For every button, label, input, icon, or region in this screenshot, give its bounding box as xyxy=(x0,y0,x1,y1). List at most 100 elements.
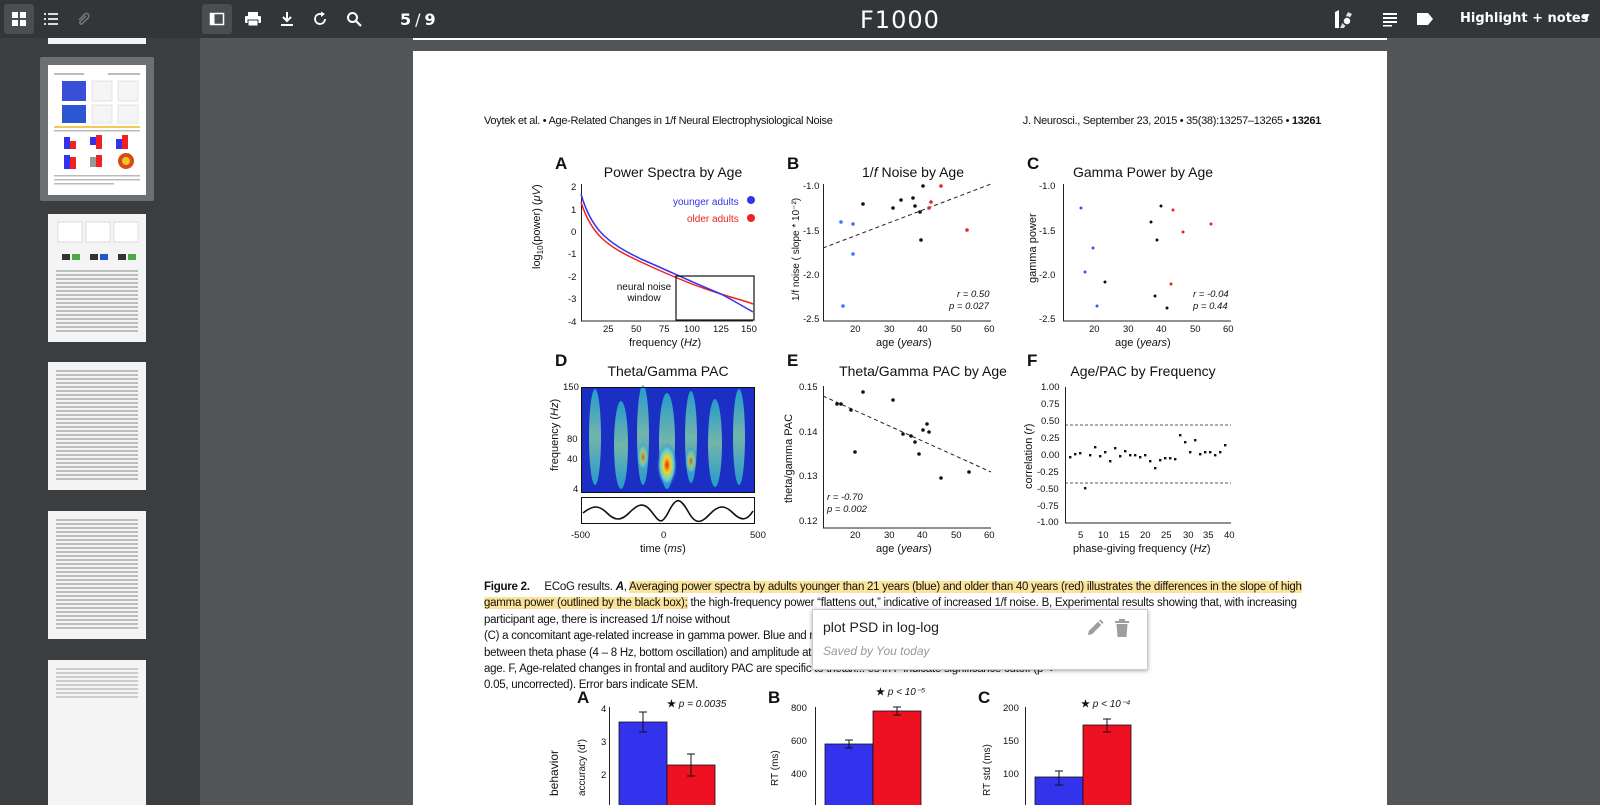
thumbnail-text-lines xyxy=(56,370,138,482)
legend-younger-adults: younger adults xyxy=(673,197,739,208)
notes-list-button[interactable] xyxy=(1375,4,1405,34)
panel-d-comodulogram xyxy=(581,385,755,524)
panel-b-xlabel: age (years) xyxy=(876,337,932,349)
search-button[interactable] xyxy=(339,4,369,34)
thumbnail-page-9[interactable] xyxy=(48,660,146,805)
panel-c-letter: C xyxy=(1027,154,1040,173)
panel-e-xtick: 50 xyxy=(951,530,962,541)
thumbnail-page-4[interactable] xyxy=(48,38,146,44)
fig3-panel-b-bars xyxy=(815,706,922,805)
panel-f-xtick: 5 xyxy=(1078,530,1084,541)
panel-f-plot xyxy=(1065,387,1231,524)
panel-a-xtick: 150 xyxy=(741,324,757,335)
note-popup[interactable]: plot PSD in log-log Saved by You today xyxy=(812,609,1148,670)
delete-note-button[interactable] xyxy=(1113,618,1131,643)
list-view-button[interactable] xyxy=(36,4,66,34)
notes-list-icon xyxy=(1383,13,1397,27)
panel-a-xtick: 50 xyxy=(631,324,642,335)
panel-a-ytick: -4 xyxy=(568,317,577,328)
attachment-button[interactable] xyxy=(68,4,98,34)
panel-e-letter: E xyxy=(787,351,799,370)
highlight-notes-button[interactable]: Highlight + notes xyxy=(1460,11,1589,26)
fig3-panel-a-stat: ★ p = 0.0035 xyxy=(667,699,727,710)
header-page-number: 13261 xyxy=(1291,115,1321,127)
document-viewer[interactable]: Voytek et al. • Age-Related Changes in 1… xyxy=(200,38,1600,805)
page-indicator[interactable]: 5/9 xyxy=(400,10,436,29)
panel-f-ytick: 1.00 xyxy=(1041,382,1060,393)
thumbnail-page-6[interactable] xyxy=(48,214,146,342)
panel-f-ytick: 0.25 xyxy=(1041,433,1060,444)
panel-c-ytick: -1.5 xyxy=(1039,226,1056,237)
caption-label: Figure 2. xyxy=(484,581,530,593)
panel-b-xtick: 60 xyxy=(984,324,995,335)
pencil-icon xyxy=(1088,619,1104,635)
search-icon xyxy=(347,12,362,27)
panel-d-ytick: 4 xyxy=(573,484,579,495)
panel-c-ytick: -2.5 xyxy=(1039,314,1056,325)
print-icon xyxy=(245,12,261,27)
pdf-page[interactable]: Voytek et al. • Age-Related Changes in 1… xyxy=(413,51,1387,805)
thumbnail-page-5-preview xyxy=(54,73,140,185)
thumbnail-page-7[interactable] xyxy=(48,362,146,490)
theta-oscillation-trace xyxy=(582,499,754,523)
fig3-panel-c-stat: ★ p < 10⁻⁴ xyxy=(1081,699,1131,710)
print-button[interactable] xyxy=(238,4,268,34)
panel-f-title: Age/PAC by Frequency xyxy=(1070,363,1216,379)
thumbnail-page-8[interactable] xyxy=(48,511,146,639)
panel-e-ytick: 0.13 xyxy=(799,471,818,482)
thumbnail-sidebar[interactable] xyxy=(0,38,200,805)
attachment-icon xyxy=(78,12,90,25)
panel-a-ylabel: log10(power) (μV) xyxy=(531,184,546,269)
list-view-icon xyxy=(44,13,58,25)
panel-c-stat-r: r = -0.04 xyxy=(1193,289,1229,300)
fig3-panel-a-ytick: 2 xyxy=(601,770,607,781)
tag-button[interactable] xyxy=(1410,4,1440,34)
panel-a-xtick: 75 xyxy=(659,324,670,335)
page-separator: / xyxy=(415,10,421,29)
panel-a-title: Power Spectra by Age xyxy=(603,164,743,180)
panel-f-xtick: 40 xyxy=(1224,530,1235,541)
panel-f-ylabel: correlation (r) xyxy=(1023,423,1035,489)
thumbnail-page-5[interactable] xyxy=(48,65,146,195)
fig3-panel-c-ytick: 100 xyxy=(1003,769,1019,780)
panel-b-ytick: -2.0 xyxy=(803,270,820,281)
download-button[interactable] xyxy=(272,4,302,34)
panel-b-stat-p: p = 0.027 xyxy=(949,301,989,312)
panel-e-plot xyxy=(822,386,992,529)
neural-noise-window-label: neural noise window xyxy=(616,282,672,304)
neural-noise-window-box xyxy=(675,275,755,321)
dropdown-arrow-icon[interactable]: ▼ xyxy=(1580,10,1592,24)
note-text[interactable]: plot PSD in log-log xyxy=(823,619,939,635)
grid-view-button[interactable] xyxy=(4,4,34,34)
fig3-panel-c-ylabel: RT std (ms) xyxy=(982,744,993,796)
fig3-panel-c-ytick: 150 xyxy=(1003,736,1019,747)
running-header-left: Voytek et al. • Age-Related Changes in 1… xyxy=(484,115,833,127)
panel-e-ylabel: theta/gamma PAC xyxy=(783,413,795,503)
panel-c-title: Gamma Power by Age xyxy=(1072,164,1214,180)
panel-d-ytick: 150 xyxy=(563,382,579,393)
library-button[interactable] xyxy=(1328,4,1358,34)
fig3-panel-b-letter: B xyxy=(768,688,781,707)
panel-b-title: 1/f Noise by Age xyxy=(862,164,964,180)
panel-a-xlabel: frequency (Hz) xyxy=(629,337,702,349)
fig3-panel-b-ytick: 400 xyxy=(791,769,807,780)
legend-older-adults: older adults xyxy=(687,214,739,225)
trash-icon xyxy=(1115,619,1129,637)
panel-e-stat-p: p = 0.002 xyxy=(827,504,867,515)
edit-note-button[interactable] xyxy=(1085,618,1105,643)
panel-c-plot xyxy=(1063,184,1231,322)
panel-a-plot xyxy=(580,184,755,322)
caption-line6: 0.05, uncorrected). Error bars indicate … xyxy=(484,679,698,692)
panel-c-xtick: 40 xyxy=(1156,324,1167,335)
fig3-panel-a-ytick: 3 xyxy=(601,737,607,748)
sidebar-toggle-button[interactable] xyxy=(202,4,232,34)
panel-b-ytick: -2.5 xyxy=(803,314,820,325)
page-current[interactable]: 5 xyxy=(400,10,412,29)
panel-c-xtick: 60 xyxy=(1223,324,1234,335)
panel-f-xtick: 30 xyxy=(1183,530,1194,541)
note-meta: Saved by You today xyxy=(823,644,930,658)
panel-c-ylabel: gamma power xyxy=(1027,213,1039,283)
panel-e-stat-r: r = -0.70 xyxy=(827,492,863,503)
rotate-button[interactable] xyxy=(305,4,335,34)
panel-b-xtick: 50 xyxy=(951,324,962,335)
